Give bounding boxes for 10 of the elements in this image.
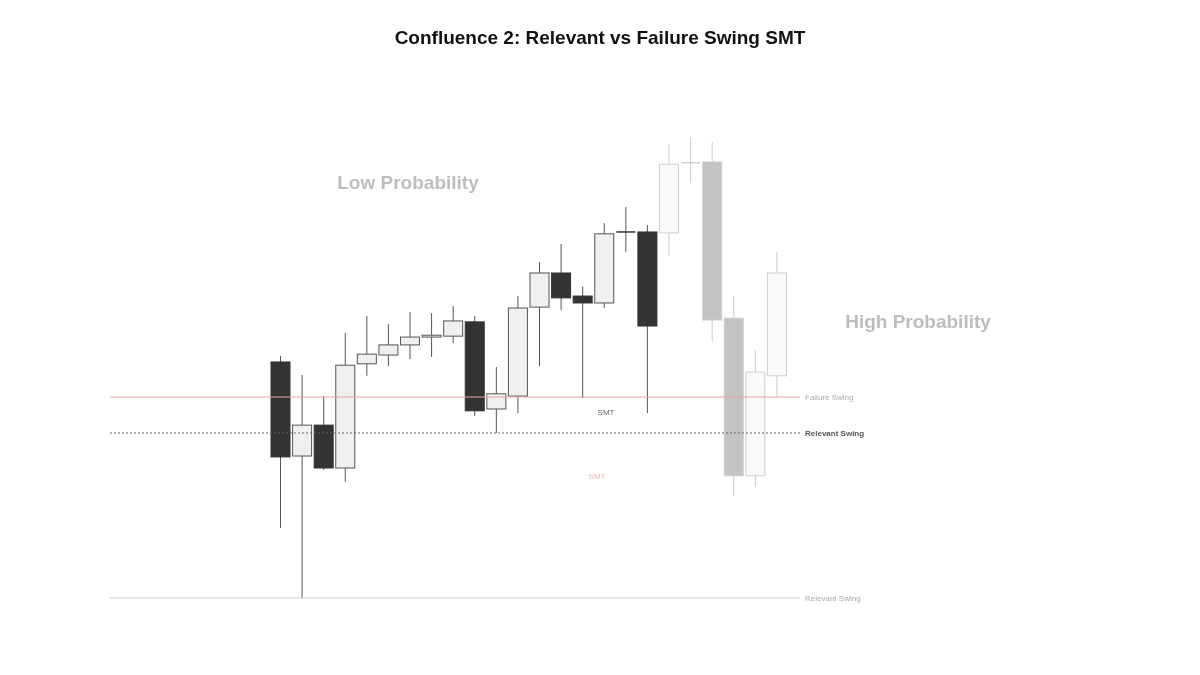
text: High Probability	[845, 311, 992, 332]
annotation: SMT	[588, 472, 606, 481]
ref-line-label: Failure Swing	[805, 392, 854, 402]
candlestick	[615, 206, 637, 253]
chart-title: Confluence 2: Relevant vs Failure Swing SMT	[393, 27, 807, 49]
ref-line-label: Relevant Swing	[805, 428, 865, 438]
annotation: Low Probability	[337, 172, 480, 193]
ref-line-label: Relevant Swing	[805, 593, 861, 603]
annotation: SMT	[597, 408, 615, 417]
candlestick	[680, 137, 701, 184]
